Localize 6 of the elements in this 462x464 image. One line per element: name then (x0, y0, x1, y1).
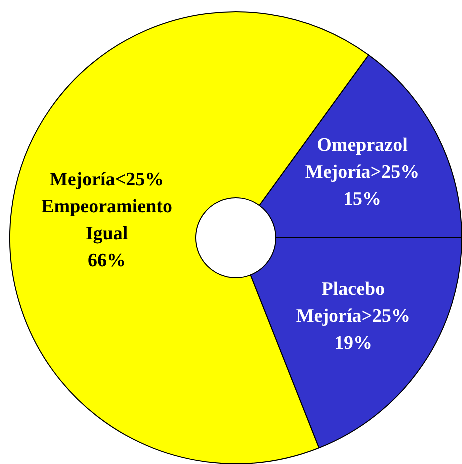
data-label: 19% (334, 333, 372, 354)
slice-label: Omeprazol Mejoría>25% (305, 134, 420, 183)
slice-label: Mejoría<25% Empeoramiento Igual (42, 170, 172, 245)
slice-label: Placebo Mejoría>25% (296, 279, 411, 328)
data-label: 15% (344, 188, 382, 210)
data-label: 66% (88, 250, 126, 272)
